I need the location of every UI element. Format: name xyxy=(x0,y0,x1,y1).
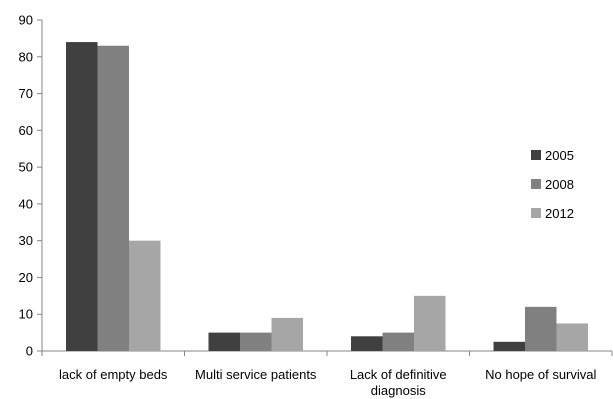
bar-2008 xyxy=(525,306,557,351)
y-tick-label: 0 xyxy=(26,344,33,359)
bar-2008 xyxy=(97,45,129,351)
bar-2008 xyxy=(382,332,414,351)
legend-swatch-2008 xyxy=(531,179,541,189)
y-tick-label: 50 xyxy=(19,160,33,175)
legend: 2005 2008 2012 xyxy=(531,148,574,221)
category-label: lack of empty beds xyxy=(59,367,168,382)
bar-2005 xyxy=(66,42,98,352)
y-tick-label: 70 xyxy=(19,86,33,101)
category-label: Multi service patients xyxy=(195,367,317,382)
y-tick-label: 40 xyxy=(19,196,33,211)
bar-2012 xyxy=(556,323,588,351)
y-axis: 0 10 20 30 40 50 60 70 80 90 xyxy=(19,13,43,359)
category-label: diagnosis xyxy=(371,383,426,398)
bars xyxy=(66,42,588,352)
y-tick-label: 80 xyxy=(19,49,33,64)
legend-swatch-2005 xyxy=(531,150,541,160)
category-label: Lack of definitive xyxy=(350,367,447,382)
legend-swatch-2012 xyxy=(531,208,541,218)
y-tick-label: 10 xyxy=(19,307,33,322)
bar-2012 xyxy=(414,295,446,351)
legend-label: 2012 xyxy=(545,206,574,221)
y-tick-label: 60 xyxy=(19,123,33,138)
category-labels: lack of empty beds Multi service patients… xyxy=(59,367,596,398)
bar-2008 xyxy=(240,332,272,351)
x-axis xyxy=(41,350,613,356)
y-tick-label: 30 xyxy=(19,233,33,248)
bar-2005 xyxy=(493,341,525,351)
category-label: No hope of survival xyxy=(485,367,596,382)
bar-2005 xyxy=(208,332,240,351)
legend-label: 2008 xyxy=(545,177,574,192)
legend-label: 2005 xyxy=(545,148,574,163)
bar-2012 xyxy=(271,317,303,351)
y-tick-label: 20 xyxy=(19,270,33,285)
bar-2012 xyxy=(129,240,161,351)
y-tick-label: 90 xyxy=(19,13,33,28)
bar-2005 xyxy=(351,336,383,351)
